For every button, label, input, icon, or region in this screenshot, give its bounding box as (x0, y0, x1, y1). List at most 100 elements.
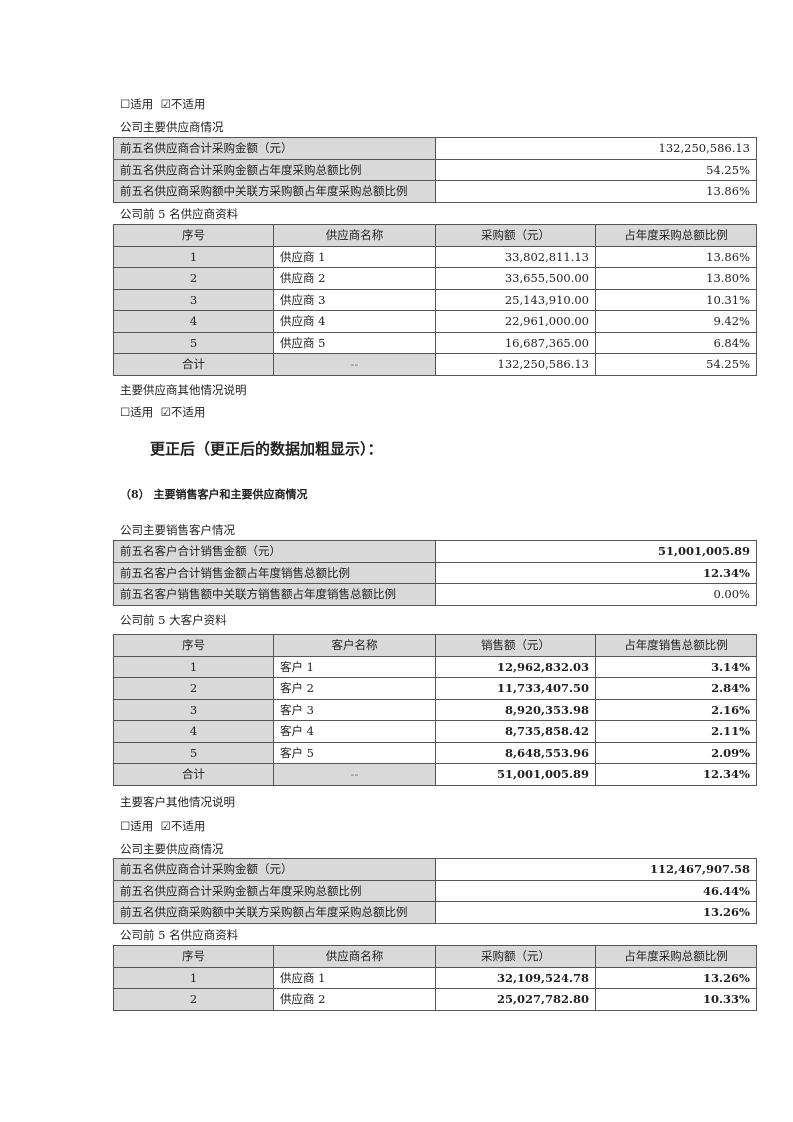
row-index: 1 (113, 966, 274, 989)
row-index: 4 (113, 720, 274, 743)
row-name: 供应商 2 (273, 267, 436, 290)
row-name: 供应商 2 (273, 988, 436, 1011)
supplier-summary-title: 公司主要供应商情况 (120, 120, 224, 134)
supplier-other-title: 主要供应商其他情况说明 (120, 383, 247, 397)
total-ratio: 12.34% (595, 763, 757, 786)
row-ratio: 2.84% (595, 677, 757, 700)
row-ratio: 10.33% (595, 988, 757, 1011)
customer-table: 序号 客户名称 销售额（元） 占年度销售总额比例 1 客户 1 12,962,832.03 3… (113, 634, 757, 786)
summary-label: 前五名供应商采购额中关联方采购额占年度采购总额比例 (113, 180, 436, 203)
customer-other-title: 主要客户其他情况说明 (120, 795, 235, 809)
row-name: 供应商 5 (273, 331, 436, 354)
row-amount: 8,648,553.96 (435, 741, 596, 764)
summary-value: 54.25% (435, 158, 757, 181)
summary-row: 前五名客户合计销售金额占年度销售总额比例 12.34% (113, 561, 757, 584)
table-row: 4 客户 4 8,735,858.42 2.11% (113, 720, 757, 743)
applicability-checkboxes: ☐适用 ☑不适用 (120, 404, 205, 420)
customer-summary-title: 公司主要销售客户情况 (120, 523, 235, 537)
row-index: 3 (113, 288, 274, 311)
summary-label: 前五名供应商合计采购金额（元） (113, 137, 436, 160)
not-applicable-checkbox: ☑不适用 (160, 819, 206, 833)
total-amount: 51,001,005.89 (435, 763, 596, 786)
table-header-row: 序号 客户名称 销售额（元） 占年度销售总额比例 (113, 634, 757, 657)
row-index: 5 (113, 741, 274, 764)
column-header: 占年度采购总额比例 (595, 945, 757, 968)
column-header: 销售额（元） (435, 634, 596, 657)
section-heading: （8） 主要销售客户和主要供应商情况 (120, 488, 308, 501)
row-amount: 25,143,910.00 (435, 288, 596, 311)
row-index: 1 (113, 655, 274, 678)
summary-row: 前五名客户销售额中关联方销售额占年度销售总额比例 0.00% (113, 583, 757, 606)
total-label: 合计 (113, 353, 274, 376)
row-name: 供应商 3 (273, 288, 436, 311)
row-name: 客户 3 (273, 698, 436, 721)
column-header: 序号 (113, 945, 274, 968)
summary-value: 13.86% (435, 180, 757, 203)
row-amount: 11,733,407.50 (435, 677, 596, 700)
corrected-heading: 更正后（更正后的数据加粗显示）： (150, 440, 383, 458)
row-ratio: 13.26% (595, 966, 757, 989)
row-index: 4 (113, 310, 274, 333)
summary-value: 112,467,907.58 (435, 858, 757, 881)
table-row: 1 客户 1 12,962,832.03 3.14% (113, 655, 757, 678)
summary-row: 前五名供应商合计采购金额占年度采购总额比例 54.25% (113, 158, 757, 181)
applicable-checkbox: ☐适用 (120, 405, 154, 419)
table-row: 2 供应商 2 33,655,500.00 13.80% (113, 267, 757, 290)
total-name: -- (273, 353, 436, 376)
table-total-row: 合计 -- 51,001,005.89 12.34% (113, 763, 757, 786)
row-amount: 12,962,832.03 (435, 655, 596, 678)
table-row: 5 供应商 5 16,687,365.00 6.84% (113, 331, 757, 354)
summary-value: 51,001,005.89 (435, 540, 757, 563)
row-amount: 22,961,000.00 (435, 310, 596, 333)
row-name: 供应商 4 (273, 310, 436, 333)
row-ratio: 6.84% (595, 331, 757, 354)
not-applicable-checkbox: ☑不适用 (160, 405, 206, 419)
row-ratio: 9.42% (595, 310, 757, 333)
summary-row: 前五名供应商采购额中关联方采购额占年度采购总额比例 13.26% (113, 901, 757, 924)
column-header: 采购额（元） (435, 945, 596, 968)
column-header: 占年度采购总额比例 (595, 224, 757, 247)
column-header: 采购额（元） (435, 224, 596, 247)
row-amount: 33,655,500.00 (435, 267, 596, 290)
row-index: 1 (113, 245, 274, 268)
summary-row: 前五名供应商合计采购金额（元） 132,250,586.13 (113, 137, 757, 160)
row-ratio: 2.11% (595, 720, 757, 743)
total-ratio: 54.25% (595, 353, 757, 376)
table-row: 3 供应商 3 25,143,910.00 10.31% (113, 288, 757, 311)
row-name: 供应商 1 (273, 245, 436, 268)
row-index: 2 (113, 988, 274, 1011)
applicable-checkbox: ☐适用 (120, 819, 154, 833)
supplier-table-title: 公司前 5 名供应商资料 (120, 928, 239, 942)
row-amount: 8,920,353.98 (435, 698, 596, 721)
supplier-summary-table-before: 前五名供应商合计采购金额（元） 132,250,586.13 前五名供应商合计采购金… (113, 137, 757, 203)
summary-label: 前五名供应商采购额中关联方采购额占年度采购总额比例 (113, 901, 436, 924)
column-header: 占年度销售总额比例 (595, 634, 757, 657)
table-row: 1 供应商 1 33,802,811.13 13.86% (113, 245, 757, 268)
row-index: 3 (113, 698, 274, 721)
row-amount: 32,109,524.78 (435, 966, 596, 989)
table-total-row: 合计 -- 132,250,586.13 54.25% (113, 353, 757, 376)
table-row: 2 客户 2 11,733,407.50 2.84% (113, 677, 757, 700)
row-amount: 25,027,782.80 (435, 988, 596, 1011)
row-name: 客户 1 (273, 655, 436, 678)
row-ratio: 2.09% (595, 741, 757, 764)
summary-value: 12.34% (435, 561, 757, 584)
row-amount: 16,687,365.00 (435, 331, 596, 354)
summary-value: 132,250,586.13 (435, 137, 757, 160)
table-row: 5 客户 5 8,648,553.96 2.09% (113, 741, 757, 764)
not-applicable-checkbox: ☑不适用 (160, 97, 206, 111)
row-amount: 8,735,858.42 (435, 720, 596, 743)
table-row: 4 供应商 4 22,961,000.00 9.42% (113, 310, 757, 333)
column-header: 客户名称 (273, 634, 436, 657)
row-ratio: 13.86% (595, 245, 757, 268)
table-header-row: 序号 供应商名称 采购额（元） 占年度采购总额比例 (113, 945, 757, 968)
customer-summary-table: 前五名客户合计销售金额（元） 51,001,005.89 前五名客户合计销售金额占年… (113, 540, 757, 606)
summary-label: 前五名供应商合计采购金额占年度采购总额比例 (113, 158, 436, 181)
summary-value: 46.44% (435, 879, 757, 902)
row-name: 供应商 1 (273, 966, 436, 989)
summary-label: 前五名供应商合计采购金额（元） (113, 858, 436, 881)
summary-label: 前五名客户销售额中关联方销售额占年度销售总额比例 (113, 583, 436, 606)
applicability-checkboxes: ☐适用 ☑不适用 (120, 818, 205, 834)
supplier-summary-table-after: 前五名供应商合计采购金额（元） 112,467,907.58 前五名供应商合计采购金… (113, 858, 757, 924)
supplier-table-before: 序号 供应商名称 采购额（元） 占年度采购总额比例 1 供应商 1 33,802,811.1… (113, 224, 757, 376)
